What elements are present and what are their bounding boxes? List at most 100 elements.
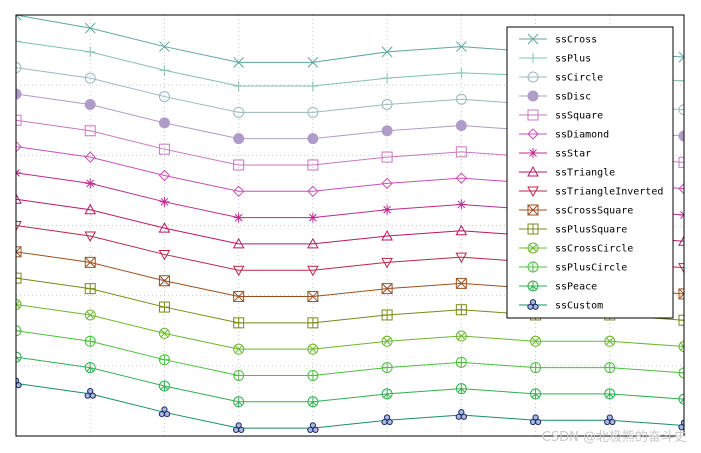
legend-label: ssSquare: [555, 111, 603, 122]
data-point: [381, 335, 393, 347]
data-point: [16, 325, 22, 337]
legend-entry: ssTriangleInverted: [519, 186, 663, 198]
data-point: [16, 167, 21, 178]
data-point: [381, 177, 393, 190]
series-ssCustom: [16, 377, 684, 434]
data-point: [678, 314, 684, 326]
data-point: [455, 277, 467, 289]
legend-entry: ssCircle: [519, 71, 603, 84]
series-ssPlusCircle: [16, 325, 684, 381]
data-point: [307, 106, 319, 118]
data-point: [307, 81, 318, 92]
data-point: [84, 283, 96, 295]
data-point: [604, 335, 616, 347]
legend-entry: ssDisc: [519, 90, 591, 103]
data-point: [233, 212, 244, 223]
data-point: [455, 93, 467, 105]
legend-entry: ssStar: [519, 148, 591, 160]
data-point: [16, 351, 22, 363]
data-point: [16, 193, 22, 204]
data-point: [382, 204, 393, 215]
data-point: [679, 209, 684, 220]
data-point: [604, 414, 616, 426]
legend-label: ssCrossCircle: [555, 244, 633, 255]
data-point: [233, 291, 245, 303]
data-point: [381, 151, 393, 163]
data-point: [158, 91, 170, 103]
legend-label: ssPlusSquare: [555, 225, 627, 236]
data-point: [233, 81, 244, 92]
data-point: [307, 212, 318, 223]
data-point: [233, 133, 245, 145]
data-point: [529, 414, 542, 426]
data-point: [84, 362, 96, 374]
data-point: [455, 330, 467, 342]
data-point: [678, 341, 684, 353]
data-point: [455, 120, 467, 132]
data-point: [16, 114, 22, 126]
data-point: [232, 265, 245, 277]
legend-entry: ssPlus: [519, 53, 591, 65]
data-point: [233, 159, 245, 171]
data-point: [678, 130, 684, 142]
legend-label: ssDisc: [555, 92, 591, 103]
data-point: [530, 388, 542, 400]
series-line: [16, 382, 684, 429]
data-point: [381, 229, 393, 241]
data-point: [233, 57, 245, 68]
data-point: [678, 156, 684, 168]
data-point: [159, 41, 170, 52]
data-point: [678, 51, 684, 63]
legend-entry: ssPlusSquare: [519, 223, 627, 236]
legend-entry: ssCustom: [519, 299, 603, 312]
data-point: [307, 237, 319, 249]
data-point: [678, 263, 684, 274]
data-point: [84, 335, 96, 347]
data-point: [678, 235, 684, 246]
data-point: [16, 377, 22, 389]
series-line: [16, 303, 684, 350]
data-point: [84, 231, 97, 243]
legend-label: ssPeace: [555, 282, 597, 293]
data-point: [158, 301, 170, 313]
legend-label: ssDiamond: [555, 130, 609, 141]
data-point: [16, 272, 22, 284]
data-point: [158, 380, 170, 392]
data-point: [232, 185, 245, 198]
data-point: [307, 369, 319, 381]
data-point: [158, 117, 170, 129]
data-point: [455, 224, 468, 236]
data-point: [530, 362, 542, 374]
data-point: [678, 367, 684, 379]
legend-label: ssCrossSquare: [555, 206, 633, 217]
data-point: [158, 143, 170, 155]
data-point: [16, 246, 22, 258]
data-point: [307, 396, 319, 408]
legend-label: ssCustom: [555, 301, 603, 312]
data-point: [307, 343, 319, 355]
data-point: [455, 252, 468, 264]
data-point: [233, 317, 245, 329]
data-point: [382, 73, 393, 84]
legend-entry: ssDiamond: [519, 128, 609, 141]
data-point: [158, 249, 171, 261]
series-line: [16, 356, 684, 403]
legend-label: ssPlusCircle: [555, 263, 627, 274]
data-point: [158, 327, 170, 339]
data-point: [232, 422, 245, 434]
data-point: [16, 36, 21, 47]
data-point: [604, 362, 616, 374]
data-point: [307, 317, 319, 329]
data-point: [455, 304, 467, 316]
data-point: [158, 275, 170, 287]
data-point: [307, 185, 319, 198]
data-point: [307, 265, 319, 277]
data-point: [381, 283, 393, 295]
data-point: [84, 98, 96, 110]
data-point: [158, 406, 171, 418]
data-point: [84, 151, 96, 163]
data-point: [233, 369, 245, 381]
data-point: [381, 362, 393, 374]
data-point: [16, 298, 22, 310]
data-point: [381, 414, 393, 426]
